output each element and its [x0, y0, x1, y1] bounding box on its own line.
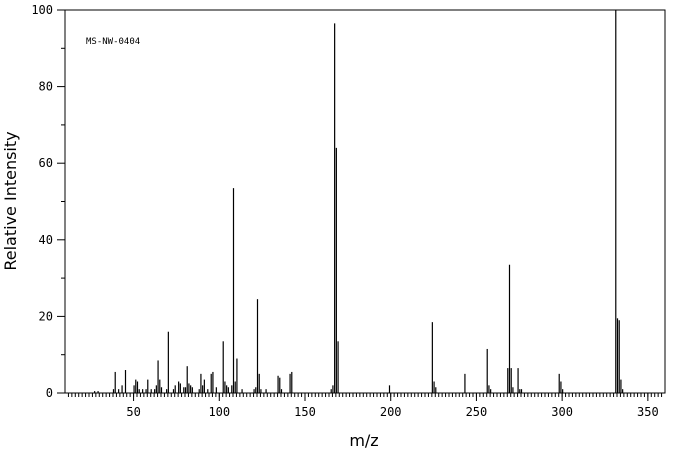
y-axis-ticks: 0 20 40 60 80 100 — [31, 3, 65, 400]
x-tick-label: 350 — [637, 405, 659, 419]
plot-frame — [64, 9, 666, 394]
y-tick-label: 20 — [39, 309, 53, 323]
x-tick-label: 200 — [380, 405, 402, 419]
y-tick-label: 60 — [39, 156, 53, 170]
x-axis-title: m/z — [349, 431, 378, 450]
spectrum-peaks — [94, 10, 624, 393]
x-tick-label: 250 — [466, 405, 488, 419]
y-tick-label: 40 — [39, 233, 53, 247]
y-tick-label: 0 — [46, 386, 53, 400]
spectrum-id-label: MS-NW-0404 — [86, 37, 140, 47]
x-tick-label: 300 — [551, 405, 573, 419]
y-tick-label: 80 — [39, 80, 53, 94]
y-axis-title: Relative Intensity — [1, 131, 20, 270]
x-minor-ticks — [67, 393, 663, 397]
x-tick-label: 150 — [294, 405, 316, 419]
x-axis-ticks: 50 100 150 200 250 300 350 — [126, 393, 659, 419]
x-tick-label: 50 — [126, 405, 140, 419]
x-tick-label: 100 — [208, 405, 230, 419]
y-tick-label: 100 — [31, 3, 53, 17]
